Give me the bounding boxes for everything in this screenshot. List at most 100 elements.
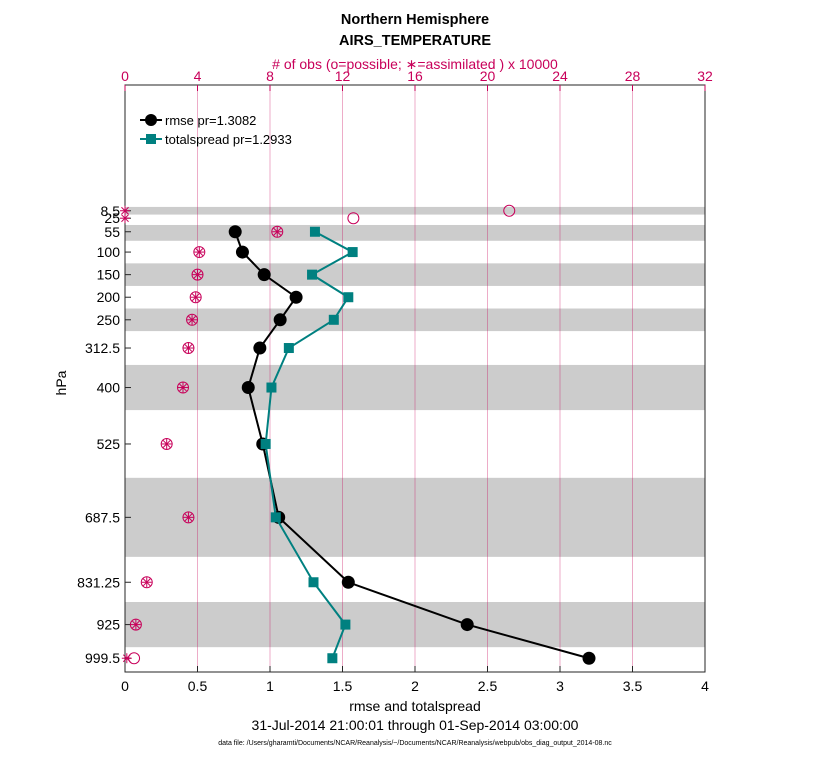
x-axis-tick-label: 4 — [701, 678, 709, 694]
obs-assimilated-marker — [120, 213, 130, 224]
legend-spread-label: totalspread pr=1.2933 — [165, 132, 292, 147]
rmse-point — [460, 618, 474, 632]
y-axis-tick-label: 687.5 — [85, 509, 120, 525]
y-axis-tick-label: 400 — [97, 380, 121, 396]
y-axis-tick-label: 312.5 — [85, 340, 120, 356]
y-axis-tick-label: 25 — [104, 210, 120, 226]
obs-assimilated-marker — [194, 247, 205, 258]
obs-assimilated-marker — [141, 577, 152, 588]
data-file-note: data file: /Users/gharamti/Documents/NCA… — [218, 740, 612, 747]
totalspread-line — [264, 230, 355, 659]
totalspread-point — [327, 653, 338, 664]
x-axis-tick-label: 1 — [266, 678, 274, 694]
legend-rmse-marker — [145, 114, 157, 126]
obs-possible-marker — [160, 437, 173, 450]
top-axis-tick-label: 32 — [697, 68, 713, 84]
y-axis-tick-label: 925 — [97, 617, 121, 633]
obs-assimilated-stroke — [142, 578, 151, 587]
x-axis-tick-label: 2 — [411, 678, 419, 694]
top-axis-tick-label: 0 — [121, 68, 129, 84]
obs-assimilated-stroke — [191, 293, 200, 302]
legend: rmse pr=1.3082 totalspread pr=1.2933 — [140, 113, 292, 147]
obs-possible-marker — [347, 212, 360, 225]
obs-possible-marker — [129, 618, 142, 631]
obs-possible-marker — [189, 291, 202, 304]
date-range: 31-Jul-2014 21:00:01 through 01-Sep-2014… — [252, 717, 579, 733]
chart-subtitle: AIRS_TEMPERATURE — [339, 33, 491, 49]
totalspread-point — [343, 292, 354, 303]
totalspread-point — [266, 382, 277, 393]
y-axis-tick-label: 200 — [97, 289, 121, 305]
obs-assimilated-marker — [272, 226, 283, 237]
y-axis-label: hPa — [53, 370, 69, 395]
top-axis-label: # of obs (o=possible; ∗=assimilated ) x … — [272, 56, 558, 72]
obs-possible-marker — [186, 313, 199, 326]
chart-title: Northern Hemisphere — [341, 12, 489, 28]
x-axis-tick-label: 3.5 — [623, 678, 643, 694]
obs-assimilated-stroke — [188, 315, 196, 324]
totalspread-point — [308, 577, 319, 588]
rmse-point — [289, 290, 303, 304]
rmse-point — [257, 268, 271, 282]
x-axis-tick-label: 0.5 — [188, 678, 208, 694]
y-axis-tick-label: 8.5 — [101, 203, 121, 219]
obs-assimilated-stroke — [179, 383, 187, 392]
x-axis-label: rmse and totalspread — [349, 698, 481, 714]
observation-counts — [120, 204, 516, 665]
obs-assimilated-marker — [178, 382, 188, 393]
x-axis-tick-label: 1.5 — [333, 678, 353, 694]
obs-assimilated-marker — [161, 438, 172, 449]
y-axis-tick-label: 250 — [97, 312, 121, 328]
rmse-point — [235, 245, 249, 259]
y-axis-tick-label: 150 — [97, 267, 121, 283]
rmse-point — [582, 651, 596, 665]
totalspread-point — [260, 438, 271, 449]
obs-assimilated-stroke — [131, 620, 140, 629]
rmse-point — [341, 575, 355, 589]
obs-assimilated-marker — [187, 314, 198, 325]
top-axis-tick-label: 24 — [552, 68, 568, 84]
top-axis-tick-label: 16 — [407, 68, 423, 84]
obs-assimilated-marker — [183, 343, 194, 354]
obs-assimilated-stroke — [121, 214, 129, 223]
totalspread-point — [309, 226, 320, 237]
y-axis-tick-label: 999.5 — [85, 650, 120, 666]
obs-possible-marker — [191, 268, 204, 281]
y-axis-tick-label: 525 — [97, 436, 121, 452]
obs-assimilated-stroke — [193, 270, 202, 279]
obs-assimilated-stroke — [121, 206, 129, 215]
rmse-point — [241, 381, 255, 395]
top-axis-tick-label: 20 — [480, 68, 496, 84]
obs-possible-marker — [177, 381, 189, 394]
totalspread-point — [283, 343, 294, 354]
rmse-point — [273, 313, 287, 327]
obs-assimilated-stroke — [122, 654, 131, 663]
y-axis-tick-label: 831.25 — [77, 574, 120, 590]
obs-assimilated-stroke — [273, 227, 282, 236]
obs-assimilated-stroke — [184, 344, 193, 352]
legend-rmse-label: rmse pr=1.3082 — [165, 113, 256, 128]
rmse-line — [234, 231, 590, 660]
obs-possible-marker — [271, 225, 284, 238]
obs-assimilated-stroke — [195, 248, 204, 256]
obs-possible-marker — [182, 511, 195, 524]
obs-assimilated-marker — [183, 512, 194, 523]
totalspread-point — [347, 247, 358, 258]
y-axis-tick-label: 55 — [104, 224, 120, 240]
obs-assimilated-marker — [121, 653, 132, 664]
x-axis-tick-label: 3 — [556, 678, 564, 694]
obs-possible-marker — [182, 342, 195, 355]
rmse-point — [228, 225, 242, 239]
obs-assimilated-stroke — [162, 440, 171, 448]
obs-assimilated-stroke — [184, 513, 193, 522]
top-axis-tick-label: 28 — [625, 68, 641, 84]
totalspread-point — [270, 512, 281, 523]
obs-assimilated-marker — [130, 619, 141, 630]
top-axis-tick-label: 8 — [266, 68, 274, 84]
y-axis-tick-label: 100 — [97, 244, 121, 260]
obs-possible-marker — [503, 204, 516, 217]
top-axis-tick-label: 12 — [335, 68, 351, 84]
obs-possible-marker — [140, 576, 153, 589]
